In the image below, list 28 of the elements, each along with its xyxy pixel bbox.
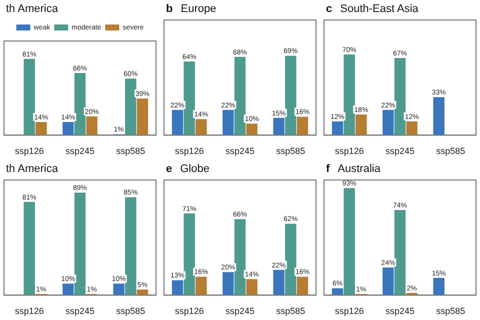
chart-title: Globe <box>180 163 210 175</box>
x-tick-label: ssp245 <box>65 306 95 316</box>
text: c <box>326 3 332 15</box>
chart-title: Australia <box>338 163 380 175</box>
x-tick-label: ssp126 <box>14 306 44 316</box>
text: e <box>166 163 172 175</box>
chart-title: Europe <box>180 3 216 15</box>
x-tick-label: ssp245 <box>65 146 95 156</box>
chart-title: South-East Asia <box>340 3 418 15</box>
text: b <box>166 3 173 15</box>
x-tick-label: ssp245 <box>385 306 415 316</box>
x-tick-label: ssp245 <box>225 306 255 316</box>
x-tick-label: ssp585 <box>436 146 466 156</box>
x-tick-label: ssp585 <box>436 306 466 316</box>
x-tick-label: ssp245 <box>385 146 415 156</box>
x-tick-label: ssp126 <box>174 146 204 156</box>
x-tick-label: ssp126 <box>334 146 364 156</box>
x-tick-label: ssp585 <box>276 306 306 316</box>
text: f <box>326 163 330 175</box>
chart-title: th America <box>6 3 58 15</box>
x-tick-label: ssp585 <box>116 306 146 316</box>
x-tick-label: ssp126 <box>174 306 204 316</box>
x-tick-label: ssp585 <box>116 146 146 156</box>
chart-title: th America <box>6 163 58 175</box>
x-tick-label: ssp245 <box>225 146 255 156</box>
x-tick-label: ssp126 <box>334 306 364 316</box>
x-tick-label: ssp585 <box>276 146 306 156</box>
x-tick-label: ssp126 <box>14 146 44 156</box>
